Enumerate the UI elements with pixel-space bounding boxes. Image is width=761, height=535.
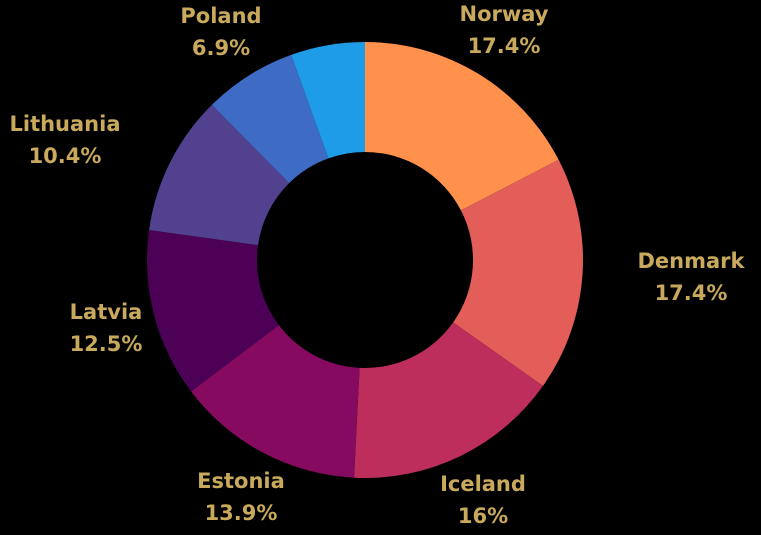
- slice-label-denmark: Denmark: [638, 249, 746, 273]
- slice-estonia: [191, 325, 360, 478]
- slice-value-iceland: 16%: [458, 504, 508, 528]
- slice-label-iceland: Iceland: [440, 472, 526, 496]
- slice-iceland: [354, 322, 543, 478]
- slice-value-norway: 17.4%: [468, 34, 541, 58]
- slice-value-denmark: 17.4%: [655, 281, 728, 305]
- slices-group: [146, 42, 583, 478]
- slice-norway: [365, 42, 559, 211]
- slice-value-latvia: 12.5%: [70, 332, 143, 356]
- slice-value-poland: 6.9%: [192, 36, 250, 60]
- slice-value-estonia: 13.9%: [205, 501, 278, 525]
- slice-unlabeled: [291, 42, 365, 159]
- labels-group: Norway 17.4% Denmark 17.4% Iceland 16% Estonia…: [9, 2, 745, 528]
- slice-denmark: [453, 159, 583, 386]
- slice-poland: [211, 54, 329, 184]
- slice-label-poland: Poland: [180, 4, 261, 28]
- slice-value-lithuania: 10.4%: [29, 144, 102, 168]
- slice-label-latvia: Latvia: [70, 300, 143, 324]
- slice-label-estonia: Estonia: [197, 469, 285, 493]
- slice-label-norway: Norway: [460, 2, 549, 26]
- slice-label-lithuania: Lithuania: [9, 112, 120, 136]
- slice-latvia: [146, 229, 279, 392]
- slice-lithuania: [149, 104, 290, 246]
